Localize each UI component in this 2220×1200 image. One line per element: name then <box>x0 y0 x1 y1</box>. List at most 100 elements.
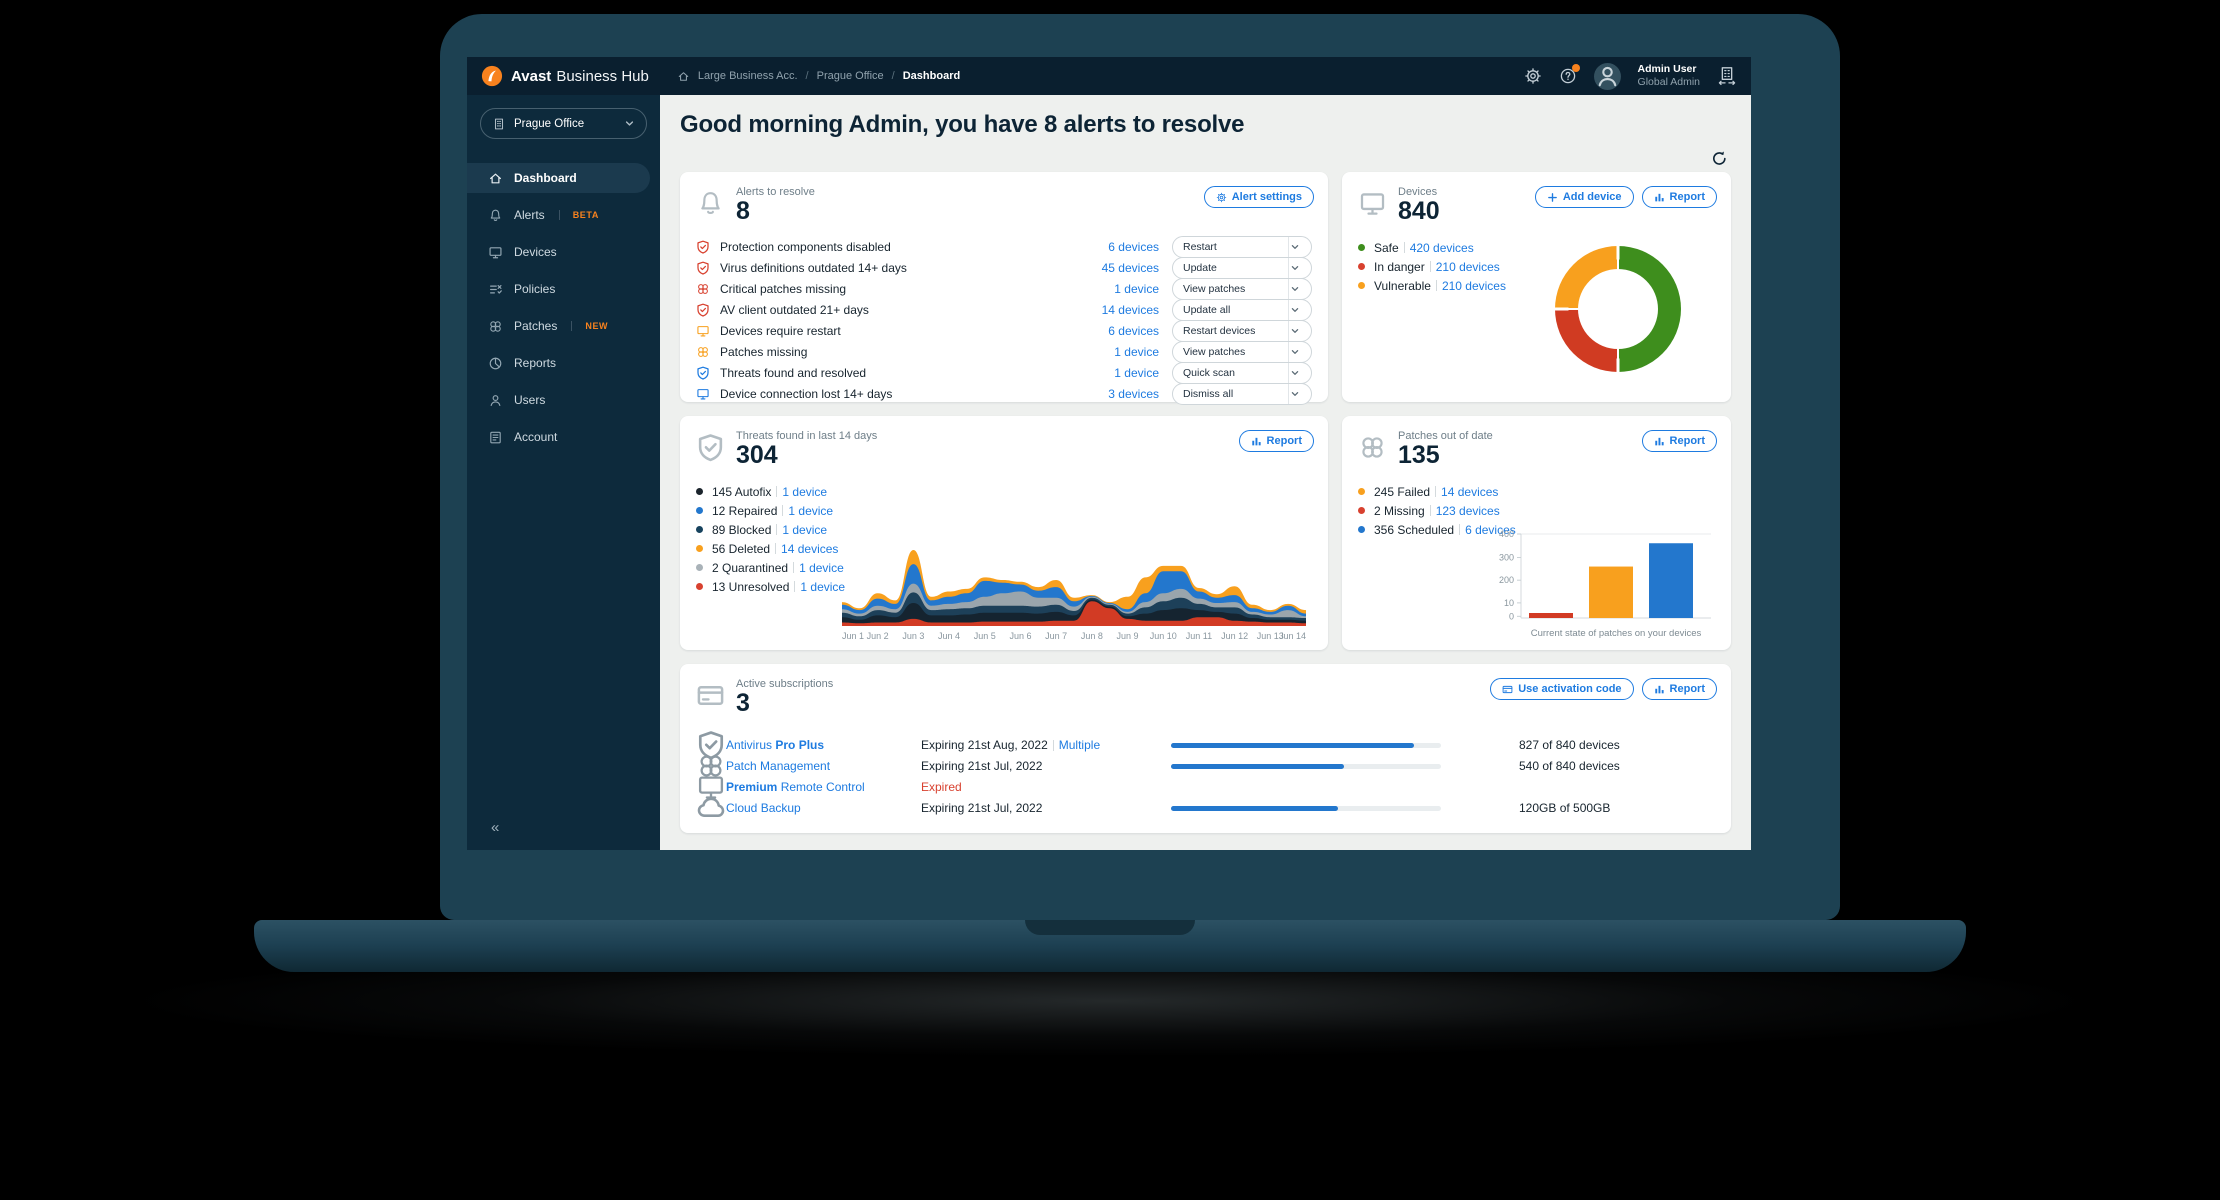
alert-label: Protection components disabled <box>720 239 891 254</box>
alert-action-dropdown[interactable]: View patches <box>1172 340 1312 363</box>
legend-item: 89 Blocked 1 device <box>696 520 1312 539</box>
sidebar-item-dashboard[interactable]: Dashboard <box>467 163 650 193</box>
user-block[interactable]: Admin User Global Admin <box>1638 63 1700 89</box>
chevron-down-icon <box>1288 263 1302 273</box>
legend-devices-link[interactable]: 6 devices <box>1465 522 1516 537</box>
alert-row: Device connection lost 14+ days 3 devices… <box>680 382 1328 405</box>
activation-label: Use activation code <box>1518 683 1622 695</box>
sidebar-item-patches[interactable]: Patches NEW <box>467 311 650 341</box>
alert-action-dropdown[interactable]: Restart <box>1172 235 1312 258</box>
alert-devices-link[interactable]: 1 device <box>1114 344 1159 359</box>
company-switcher-icon[interactable] <box>1717 66 1737 86</box>
refresh-icon[interactable] <box>1710 149 1729 168</box>
alert-devices-link[interactable]: 1 device <box>1114 281 1159 296</box>
expiry-text: Expiring 21st Aug, 2022 <box>921 738 1048 753</box>
alert-devices-link[interactable]: 3 devices <box>1108 386 1159 401</box>
legend-divider <box>1435 280 1437 292</box>
alert-devices-link[interactable]: 14 devices <box>1101 302 1159 317</box>
sidebar-item-devices[interactable]: Devices <box>467 237 650 267</box>
alert-row: Patches missing 1 device View patches <box>680 340 1328 363</box>
sidebar-item-alerts[interactable]: Alerts BETA <box>467 200 650 230</box>
y-axis-tick-label: 10 <box>1504 598 1514 608</box>
badge-divider <box>571 321 573 331</box>
breadcrumb-item[interactable]: Large Business Acc. <box>697 70 798 82</box>
subscription-link[interactable]: Cloud Backup <box>726 801 921 815</box>
x-axis-label: Jun 9 <box>1117 631 1139 641</box>
alert-settings-button[interactable]: Alert settings <box>1203 186 1314 208</box>
usage-bar-track <box>1171 763 1441 769</box>
sidebar-item-reports[interactable]: Reports <box>467 348 650 378</box>
chevron-down-icon <box>1288 284 1302 294</box>
subscription-link[interactable]: Antivirus Pro Plus <box>726 738 921 752</box>
y-axis-tick-label: 0 <box>1509 611 1514 621</box>
legend-dot <box>696 545 703 553</box>
avatar[interactable] <box>1593 62 1621 90</box>
legend-devices-link[interactable]: 14 devices <box>781 541 839 556</box>
account-icon <box>488 430 503 445</box>
legend-dot <box>696 526 703 534</box>
legend-item: 12 Repaired 1 device <box>696 501 1312 520</box>
alert-action-dropdown[interactable]: View patches <box>1172 277 1312 300</box>
subscription-link[interactable]: Patch Management <box>726 759 921 773</box>
threats-report-button[interactable]: Report <box>1238 430 1314 452</box>
app-logo[interactable]: Avast Business Hub <box>481 65 649 87</box>
reports-icon <box>488 356 503 371</box>
help-icon[interactable] <box>1559 64 1580 85</box>
devices-report-button[interactable]: Report <box>1641 186 1717 208</box>
use-activation-code-button[interactable]: Use activation code <box>1490 678 1634 700</box>
sidebar-item-policies[interactable]: Policies <box>467 274 650 304</box>
breadcrumb-item[interactable]: Dashboard <box>902 70 961 82</box>
sidebar-item-label: Dashboard <box>514 171 577 185</box>
legend-devices-link[interactable]: 1 device <box>800 579 846 594</box>
chart-caption: Current state of patches on your devices <box>1531 628 1702 639</box>
settings-gear-icon[interactable] <box>1524 67 1542 85</box>
patch-icon <box>696 282 710 296</box>
legend-devices-link[interactable]: 123 devices <box>1435 503 1500 518</box>
legend-devices-link[interactable]: 1 device <box>788 503 834 518</box>
legend-dot <box>1358 263 1365 271</box>
legend-devices-link[interactable]: 420 devices <box>1409 240 1474 255</box>
sidebar-item-users[interactable]: Users <box>467 385 650 415</box>
patches-report-button[interactable]: Report <box>1641 430 1717 452</box>
alert-action-dropdown[interactable]: Dismiss all <box>1172 382 1312 405</box>
legend-devices-link[interactable]: 14 devices <box>1441 484 1499 499</box>
patch-icon <box>488 319 503 334</box>
alert-action-dropdown[interactable]: Quick scan <box>1172 361 1312 384</box>
add-device-button[interactable]: Add device <box>1534 186 1634 208</box>
x-axis-label: Jun 12 <box>1221 631 1248 641</box>
multiple-link[interactable]: Multiple <box>1058 738 1101 753</box>
cloud-icon <box>696 793 726 823</box>
devices-donut-chart <box>1555 246 1681 372</box>
policies-icon <box>488 282 503 297</box>
alert-devices-link[interactable]: 1 device <box>1114 365 1159 380</box>
subscriptions-report-button[interactable]: Report <box>1641 678 1717 700</box>
alert-action-dropdown[interactable]: Restart devices <box>1172 319 1312 342</box>
x-axis-label: Jun 13 <box>1257 631 1284 641</box>
brand-name-rest: Business Hub <box>556 67 649 85</box>
alert-action-dropdown[interactable]: Update <box>1172 256 1312 279</box>
threats-legend: 145 Autofix 1 device 12 Repaired 1 device 89… <box>680 482 1328 596</box>
y-axis-tick-label: 200 <box>1499 575 1514 585</box>
add-device-label: Add device <box>1562 191 1622 203</box>
legend-label: 56 Deleted <box>712 541 771 556</box>
expiry-text: Expired <box>921 780 962 795</box>
legend-devices-link[interactable]: 1 device <box>782 484 828 499</box>
alert-devices-link[interactable]: 6 devices <box>1108 323 1159 338</box>
sidebar-collapse-button[interactable]: « <box>491 819 500 836</box>
bell-icon <box>696 189 725 218</box>
breadcrumb-item[interactable]: Prague Office <box>816 70 884 82</box>
alert-devices-link[interactable]: 45 devices <box>1101 260 1159 275</box>
org-selector[interactable]: Prague Office <box>480 108 647 139</box>
legend-devices-link[interactable]: 1 device <box>799 560 844 575</box>
monitor-icon <box>696 324 710 338</box>
legend-devices-link[interactable]: 210 devices <box>1435 259 1500 274</box>
legend-devices-link[interactable]: 210 devices <box>1441 278 1506 293</box>
alert-action-dropdown[interactable]: Update all <box>1172 298 1312 321</box>
legend-devices-link[interactable]: 1 device <box>782 522 828 537</box>
legend-divider <box>776 486 778 498</box>
alert-devices-link[interactable]: 6 devices <box>1108 239 1159 254</box>
subscription-link[interactable]: Premium Remote Control <box>726 780 921 794</box>
x-axis-label: Jun 2 <box>867 631 889 641</box>
x-axis-label: Jun 7 <box>1045 631 1067 641</box>
sidebar-item-account[interactable]: Account <box>467 422 650 452</box>
